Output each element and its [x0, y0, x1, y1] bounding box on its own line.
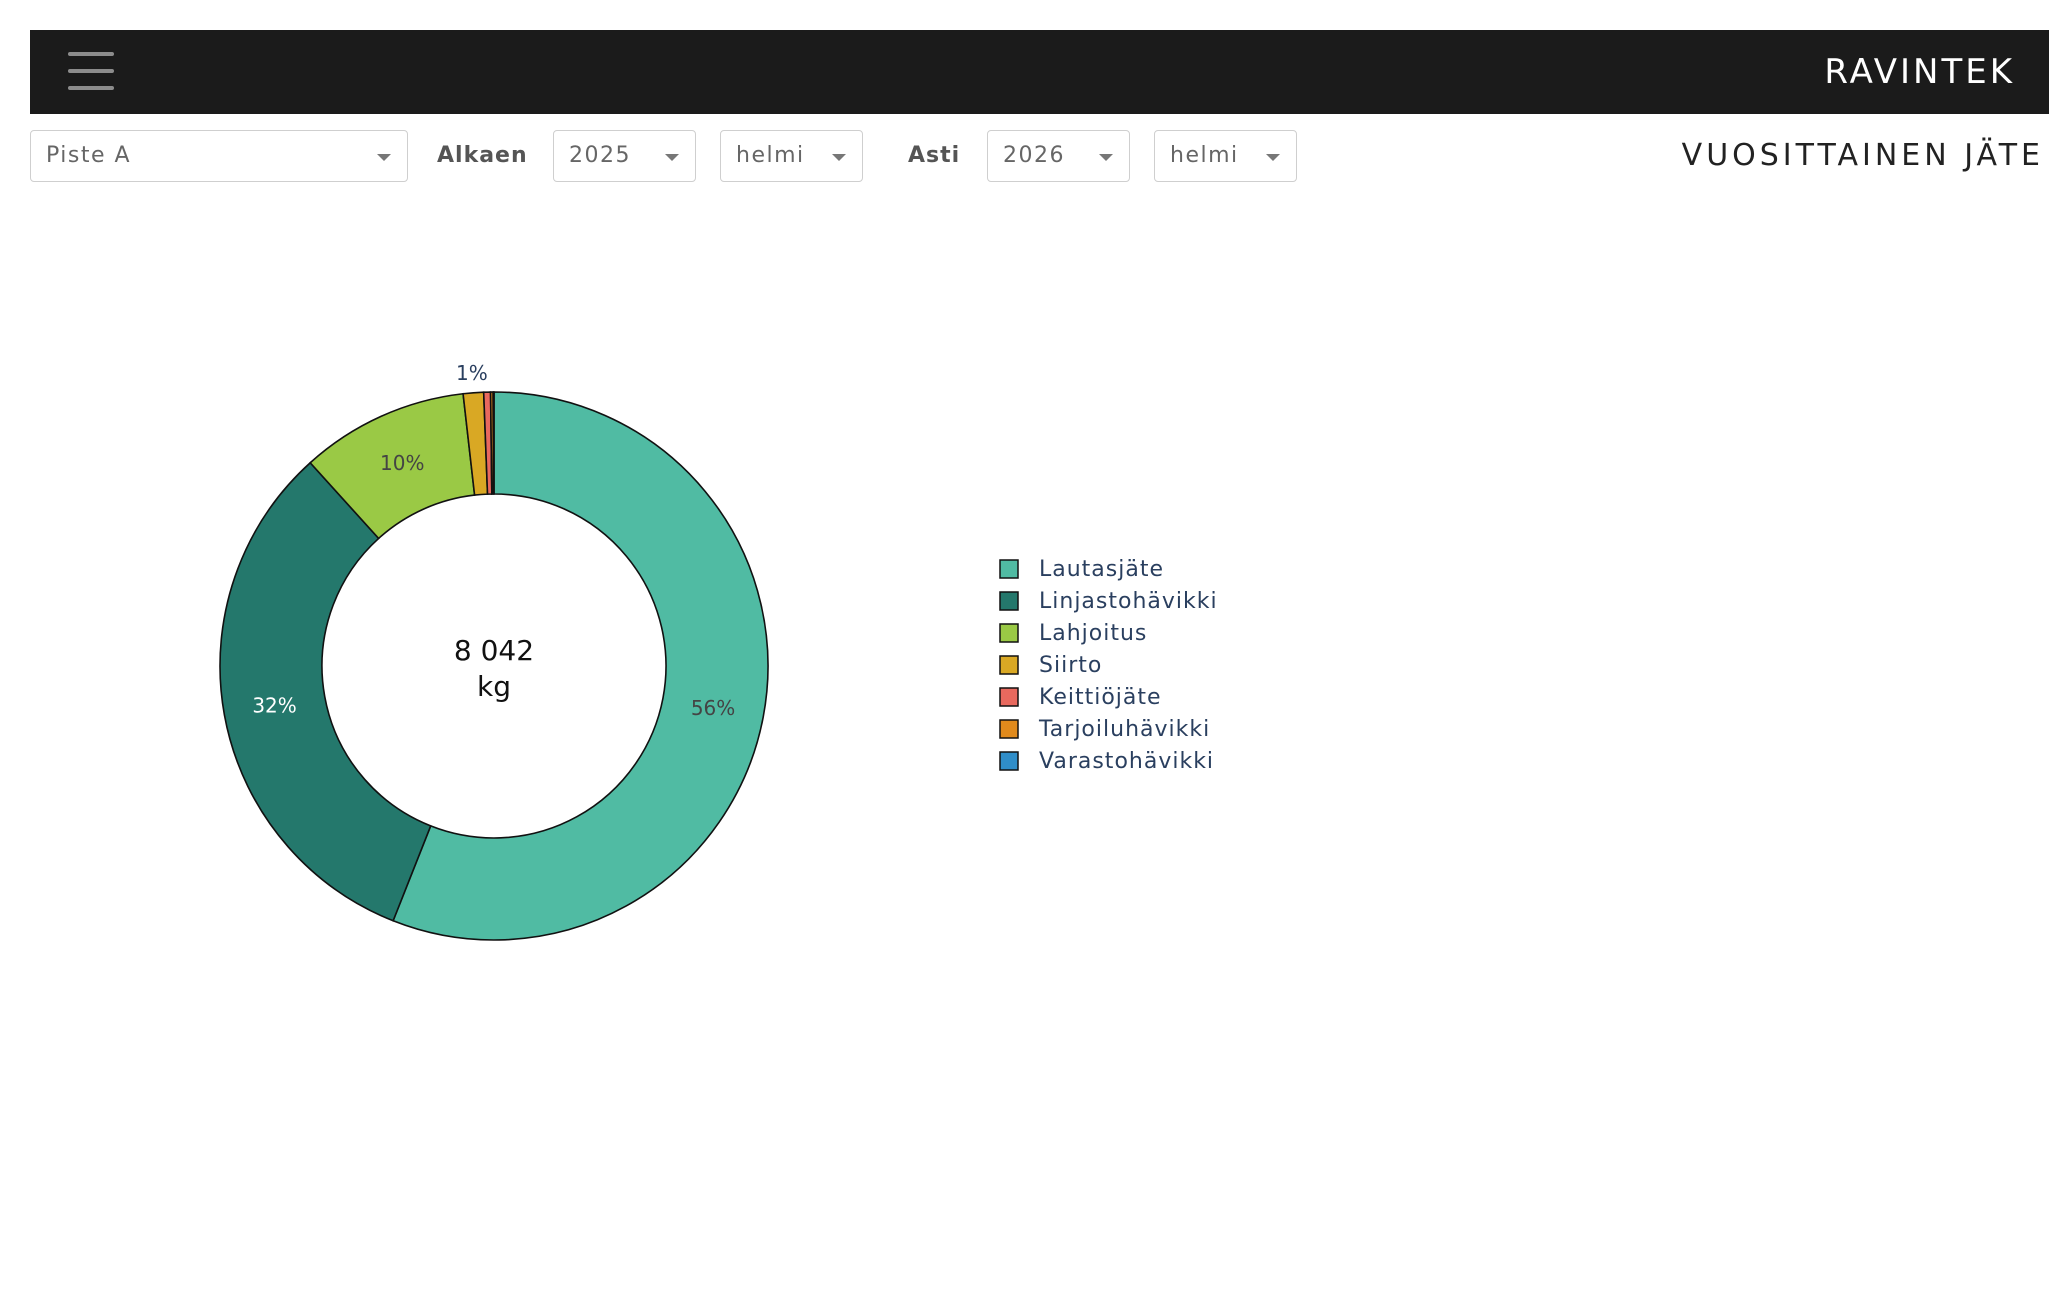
legend-label: Siirto — [1039, 653, 1102, 678]
slice-linjastohavikki[interactable] — [219, 461, 432, 922]
to-label: Asti — [908, 143, 961, 168]
legend-item-lautasjate[interactable]: Lautasjäte — [999, 557, 1164, 582]
chevron-down-icon — [377, 154, 391, 161]
legend-label: Keittiöjäte — [1039, 685, 1162, 710]
from-month-select[interactable]: helmi — [720, 130, 863, 182]
to-month-value: helmi — [1170, 143, 1239, 168]
top-navbar: RAVINTEK — [30, 30, 2049, 114]
legend-swatch — [999, 559, 1019, 579]
donut-center-value: 8 042 — [454, 634, 534, 667]
from-month-value: helmi — [736, 143, 805, 168]
page-title: VUOSITTAINEN JÄTE — [1681, 138, 2044, 173]
slice-lautasjate[interactable] — [392, 391, 769, 941]
location-select-value: Piste A — [46, 143, 132, 168]
to-month-select[interactable]: helmi — [1154, 130, 1297, 182]
location-select[interactable]: Piste A — [30, 130, 408, 182]
donut-center-unit: kg — [477, 670, 511, 703]
slice-label-siirto: 1% — [456, 361, 488, 385]
chevron-down-icon — [832, 154, 846, 161]
chevron-down-icon — [1099, 154, 1113, 161]
legend-item-siirto[interactable]: Siirto — [999, 653, 1102, 678]
hamburger-menu-icon[interactable] — [68, 52, 114, 92]
legend-swatch — [999, 623, 1019, 643]
legend-swatch — [999, 591, 1019, 611]
donut-slice-labels: 56% 32% 10% 1% — [252, 361, 735, 720]
legend-swatch — [999, 687, 1019, 707]
from-year-select[interactable]: 2025 — [553, 130, 696, 182]
legend-item-keittiojate[interactable]: Keittiöjäte — [999, 685, 1162, 710]
brand-logo: RAVINTEK — [1824, 52, 2015, 92]
legend-item-varastohavikki[interactable]: Varastohävikki — [999, 749, 1214, 774]
from-year-value: 2025 — [569, 143, 631, 168]
donut-slices — [219, 391, 769, 941]
legend-label: Tarjoiluhävikki — [1038, 717, 1210, 742]
to-year-value: 2026 — [1003, 143, 1065, 168]
filter-bar: Piste A Alkaen 2025 helmi Asti 2026 helm… — [0, 0, 2070, 200]
from-label: Alkaen — [437, 143, 528, 168]
chevron-down-icon — [1266, 154, 1280, 161]
slice-label-lautasjate: 56% — [691, 696, 735, 720]
slice-label-lahjoitus: 10% — [380, 451, 424, 475]
slice-varastohavikki[interactable] — [492, 391, 495, 495]
slice-label-linjastohavikki: 32% — [252, 694, 296, 718]
legend-label: Lahjoitus — [1039, 621, 1147, 646]
legend-item-tarjoiluhavikki[interactable]: Tarjoiluhävikki — [999, 717, 1210, 742]
legend-item-lahjoitus[interactable]: Lahjoitus — [999, 621, 1147, 646]
legend-swatch — [999, 751, 1019, 771]
legend-item-linjastohavikki[interactable]: Linjastohävikki — [999, 589, 1218, 614]
legend-swatch — [999, 719, 1019, 739]
legend-label: Varastohävikki — [1039, 749, 1214, 774]
legend-swatch — [999, 655, 1019, 675]
chart-legend: Lautasjäte Linjastohävikki Lahjoitus Siirto… — [999, 557, 1218, 774]
legend-label: Lautasjäte — [1039, 557, 1164, 582]
to-year-select[interactable]: 2026 — [987, 130, 1130, 182]
chevron-down-icon — [665, 154, 679, 161]
legend-label: Linjastohävikki — [1039, 589, 1218, 614]
